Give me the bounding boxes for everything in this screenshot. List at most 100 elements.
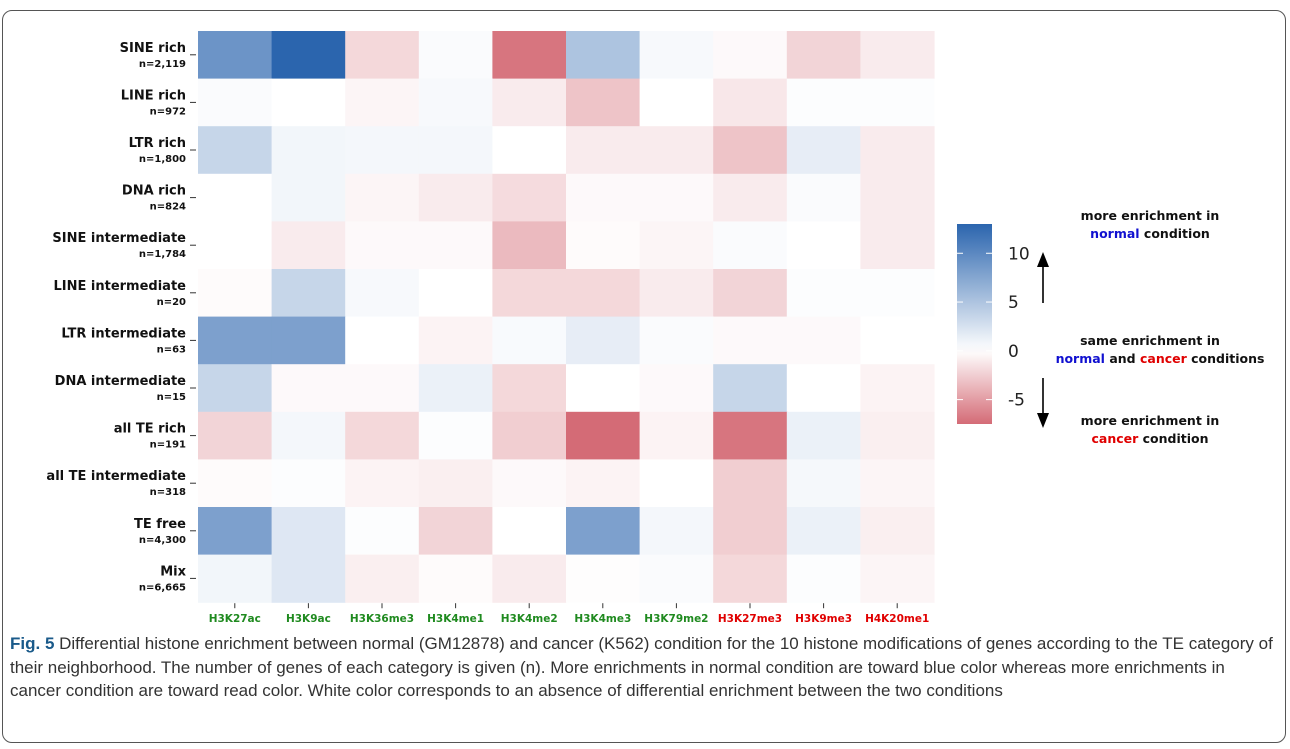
heatmap-cell (786, 173, 861, 222)
column-labels: H3K27ac H3K9ac H3K36me3 H3K4me1 H3K4me2 H3K4m… (209, 603, 929, 625)
heatmap-cell (271, 411, 346, 460)
row-count-label: n=6,665 (139, 582, 186, 593)
heatmap-cell (786, 31, 861, 80)
heatmap-cell (639, 126, 714, 175)
heatmap-cell (492, 31, 567, 80)
column-label: H3K36me3 (350, 613, 414, 625)
heatmap-cell (860, 411, 935, 460)
legend-tick-label: -5 (1008, 391, 1025, 411)
heatmap-cell (198, 269, 273, 318)
heatmap-cell (198, 459, 273, 508)
heatmap-cell (492, 221, 567, 270)
row-label: LINE rich (121, 88, 186, 103)
heatmap-cell (271, 507, 346, 556)
row-count-label: n=824 (150, 202, 186, 213)
heatmap-cell (271, 316, 346, 365)
heatmap-cell (418, 269, 493, 318)
heatmap-cell (639, 221, 714, 270)
heatmap-cell (713, 459, 788, 508)
column-label: H3K9ac (286, 613, 331, 625)
column-label: H3K4me1 (427, 613, 484, 625)
heatmap-cell (492, 411, 567, 460)
heatmap-cell (345, 411, 420, 460)
heatmap-cell (418, 507, 493, 556)
heatmap-cell (566, 31, 641, 80)
heatmap-cell (639, 364, 714, 413)
heatmap-cell (345, 126, 420, 175)
annotation-cancer-word: cancer (1091, 431, 1139, 446)
heatmap-cell (639, 459, 714, 508)
heatmap-cell (271, 173, 346, 222)
legend-colorbar (957, 224, 992, 424)
heatmap-cell (492, 126, 567, 175)
heatmap-cell (492, 269, 567, 318)
heatmap-cell (198, 173, 273, 222)
heatmap-cell (639, 316, 714, 365)
heatmap-cell (639, 78, 714, 127)
heatmap-cell (492, 78, 567, 127)
arrow-up-icon (1037, 252, 1049, 303)
arrow-down-icon (1037, 378, 1049, 428)
annotation-middle-line1: same enrichment in (1080, 333, 1220, 348)
heatmap-cell (418, 554, 493, 603)
annotation-bottom-rest: condition (1138, 431, 1208, 446)
heatmap-cell (639, 173, 714, 222)
heatmap-cell (639, 31, 714, 80)
heatmap-cell (566, 364, 641, 413)
heatmap-cell (271, 31, 346, 80)
heatmap-cell (786, 78, 861, 127)
heatmap-cell (198, 316, 273, 365)
column-label: H3K27me3 (718, 613, 782, 625)
heatmap-cell (860, 459, 935, 508)
heatmap-cell (566, 316, 641, 365)
heatmap-cell (860, 316, 935, 365)
column-label: H3K4me2 (501, 613, 558, 625)
heatmap-cell (566, 507, 641, 556)
heatmap-cell (786, 507, 861, 556)
heatmap-cell (713, 221, 788, 270)
heatmap-cell (786, 364, 861, 413)
row-label: LTR intermediate (61, 326, 186, 341)
heatmap-cell (566, 126, 641, 175)
row-count-label: n=191 (150, 440, 186, 451)
caption-label: Fig. 5 (10, 634, 55, 653)
annotation-normal-word: normal (1056, 351, 1105, 366)
heatmap-cell (345, 364, 420, 413)
heatmap-cell (492, 316, 567, 365)
heatmap-cell (786, 126, 861, 175)
row-label: TE free (134, 517, 186, 532)
annotation-bottom-line2: cancer condition (1091, 431, 1208, 446)
heatmap-cell (786, 554, 861, 603)
heatmap-cell (345, 269, 420, 318)
heatmap-cell (860, 554, 935, 603)
annotation-middle-line2: normal and cancer conditions (1056, 351, 1265, 366)
heatmap-cell (492, 507, 567, 556)
heatmap-cell (566, 78, 641, 127)
row-labels: SINE rich n=2,119 LINE rich n=972 LTR rich n=… (46, 41, 196, 593)
row-count-label: n=4,300 (139, 535, 186, 546)
color-legend: 10 5 0 -5 (957, 224, 1030, 424)
row-label: all TE intermediate (46, 469, 186, 484)
heatmap-cell (271, 364, 346, 413)
row-count-label: n=1,784 (139, 249, 186, 260)
heatmap-cell (198, 507, 273, 556)
heatmap-cell (713, 126, 788, 175)
heatmap-cell (713, 316, 788, 365)
heatmap-cell (345, 31, 420, 80)
row-count-label: n=63 (157, 344, 186, 355)
figure-frame (2, 10, 1286, 743)
heatmap-cell (198, 411, 273, 460)
heatmap-cell (492, 459, 567, 508)
heatmap-cell (418, 459, 493, 508)
heatmap-cell (860, 364, 935, 413)
annotation-top-rest: condition (1140, 226, 1210, 241)
annotation-normal-word: normal (1090, 226, 1139, 241)
heatmap-cell (271, 221, 346, 270)
caption-text: Differential histone enrichment between … (10, 634, 1273, 700)
heatmap-cell (786, 269, 861, 318)
annotation-top-line2: normal condition (1090, 226, 1210, 241)
annotation-cancer-word: cancer (1140, 351, 1188, 366)
heatmap-cell (713, 173, 788, 222)
row-label: SINE intermediate (52, 231, 186, 246)
legend-tick-label: 10 (1008, 244, 1030, 264)
